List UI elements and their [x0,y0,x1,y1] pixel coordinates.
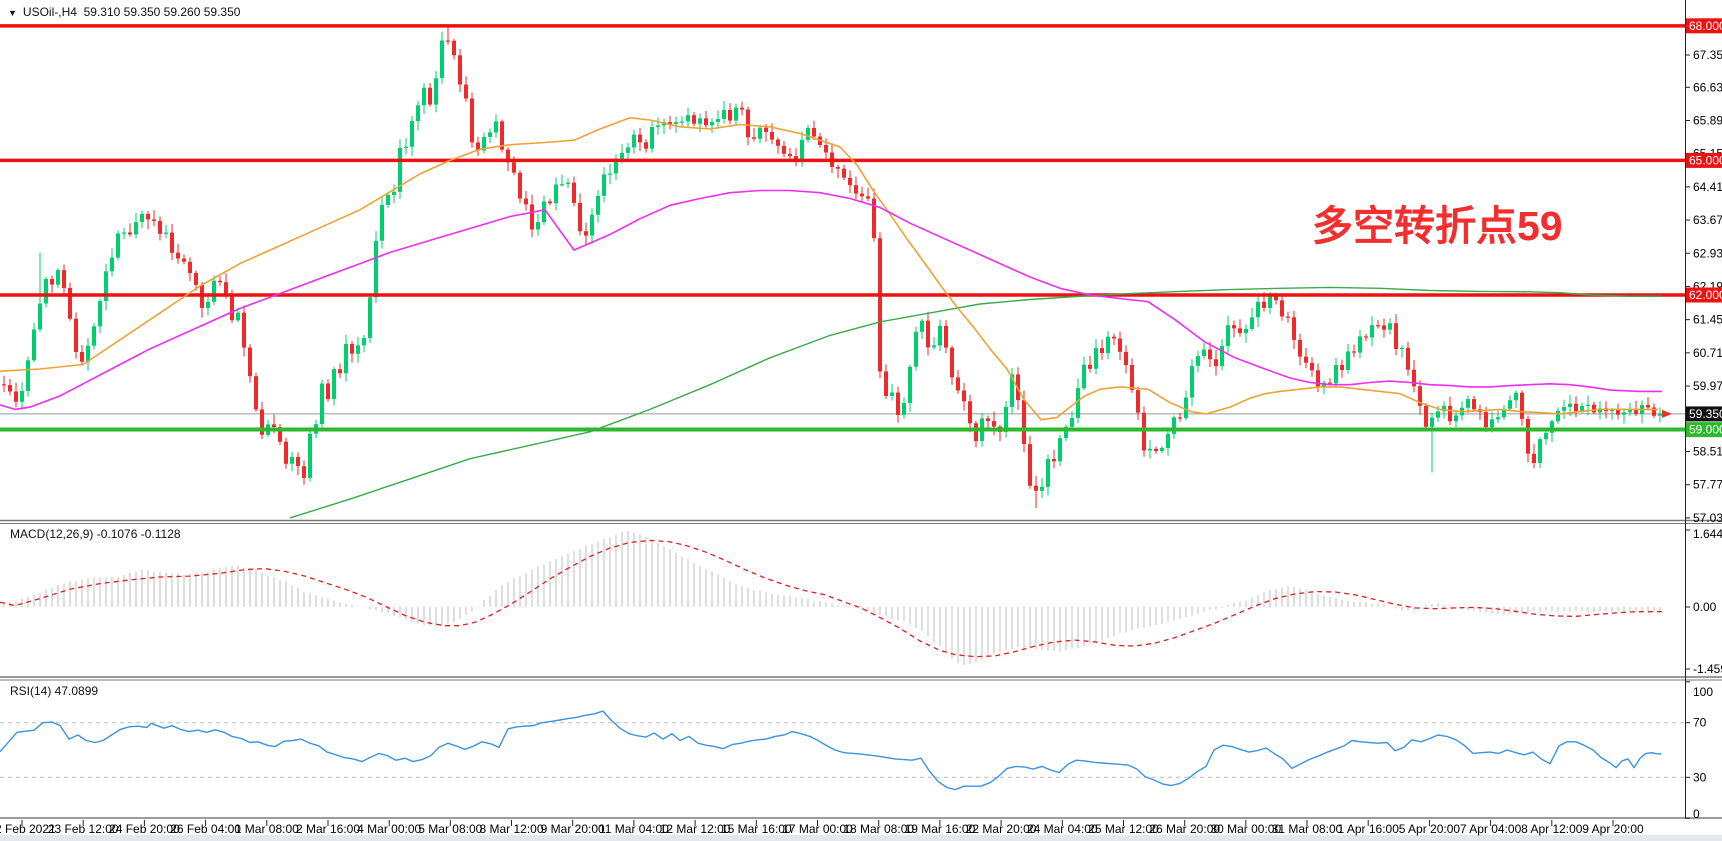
candles-layer [2,26,1662,509]
price-tick-label: 64.410 [1693,180,1722,194]
date-tick-label: 19 Mar 16:00 [905,822,976,836]
date-tick-label: 26 Mar 20:00 [1149,822,1220,836]
date-tick-label: 11 Mar 04:00 [599,822,669,836]
svg-text:68.000: 68.000 [1689,19,1722,33]
date-tick-label: 25 Mar 12:00 [1088,822,1159,836]
ohlc-values: 59.310 59.350 59.260 59.350 [83,5,241,19]
symbol-info-bar: ▼ USOil-,H4 59.310 59.350 59.260 59.350 [8,5,240,19]
macd-tick-label: 0.00 [1693,600,1717,614]
rsi-panel[interactable] [0,710,1685,791]
date-tick-label: 31 Mar 08:00 [1272,822,1343,836]
date-tick-label: 12 Mar 12:00 [660,822,731,836]
main-price-panel[interactable] [0,24,1685,519]
price-tick-label: 59.970 [1693,379,1722,393]
date-tick-label: 17 Mar 00:00 [782,822,853,836]
macd-histogram [3,530,1661,665]
rsi-line [0,710,1662,791]
macd-panel[interactable] [0,530,1662,665]
date-tick-label: 23 Feb 12:00 [48,822,119,836]
date-tick-label: 24 Mar 04:00 [1027,822,1098,836]
macd-indicator-label: MACD(12,26,9) -0.1076 -0.1128 [10,527,181,541]
ma-fast-orange-line [0,117,1658,421]
macd-tick-label: 1.6446 [1693,527,1722,541]
svg-text:59.000: 59.000 [1689,423,1722,437]
rsi-tick-label: 100 [1693,685,1713,699]
date-tick-label: 26 Feb 04:00 [170,822,241,836]
price-axis[interactable]: 67.35066.63065.89065.15064.41063.67062.9… [1685,18,1722,821]
rsi-tick-label: 70 [1693,716,1707,730]
date-tick-label: 9 Mar 20:00 [541,822,605,836]
price-tick-label: 58.510 [1693,445,1722,459]
price-tick-label: 63.670 [1693,213,1722,227]
rsi-tick-label: 30 [1693,770,1707,784]
svg-text:65.000: 65.000 [1689,153,1722,167]
rsi-tick-label: 0 [1693,807,1700,821]
date-tick-label: 5 Apr 20:00 [1399,822,1461,836]
ma-mid-magenta-line [0,189,1662,411]
date-tick-label: 18 Mar 08:00 [843,822,914,836]
price-badge-62.000: 62.000 [1686,287,1722,303]
price-tick-label: 57.030 [1693,511,1722,525]
price-tick-label: 60.710 [1693,346,1722,360]
date-tick-label: 8 Mar 12:00 [479,822,543,836]
date-tick-label: 2 Mar 16:00 [296,822,360,836]
date-tick-label: 15 Mar 16:00 [721,822,792,836]
price-tick-label: 65.890 [1693,114,1722,128]
chevron-down-icon[interactable]: ▼ [8,8,17,18]
date-tick-label: 24 Feb 20:00 [109,822,180,836]
date-tick-label: 30 Mar 00:00 [1210,822,1281,836]
date-tick-label: 1 Apr 16:00 [1338,822,1400,836]
svg-text:62.000: 62.000 [1689,288,1722,302]
price-tick-label: 57.770 [1693,478,1722,492]
date-tick-label: 9 Apr 20:00 [1582,822,1644,836]
current-price-badge: 59.350 [1686,406,1722,422]
date-tick-label: 4 Mar 00:00 [357,822,421,836]
macd-signal-line [0,539,1662,658]
svg-text:59.350: 59.350 [1689,407,1722,421]
price-tick-label: 67.350 [1693,48,1722,62]
rsi-indicator-label: RSI(14) 47.0899 [10,684,99,698]
date-tick-label: 7 Apr 04:00 [1460,822,1522,836]
date-tick-label: 22 Feb 2021 [0,822,56,836]
symbol-label: USOil-,H4 [22,5,77,19]
macd-tick-label: -1.4594 [1693,662,1722,676]
price-badge-59.000: 59.000 [1686,422,1722,438]
last-price-arrow-icon [1662,409,1672,418]
price-tick-label: 66.630 [1693,80,1722,94]
price-tick-label: 61.450 [1693,313,1722,327]
price-tick-label: 62.930 [1693,246,1722,260]
price-badge-68.000: 68.000 [1686,18,1722,34]
chart-annotation-text: 多空转折点59 [1312,203,1563,249]
date-tick-label: 8 Apr 12:00 [1521,822,1583,836]
date-tick-label: 22 Mar 20:00 [966,822,1037,836]
bottom-strip [0,835,1722,841]
date-tick-label: 1 Mar 08:00 [235,822,299,836]
date-tick-label: 5 Mar 08:00 [418,822,482,836]
price-badge-65.000: 65.000 [1686,152,1722,168]
ma-slow-green-line [289,286,1662,519]
